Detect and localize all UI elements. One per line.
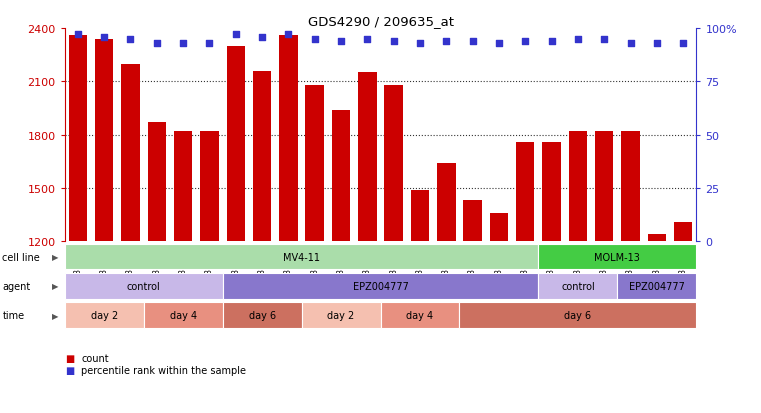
Bar	[463, 201, 482, 413]
Bar	[411, 190, 429, 413]
Bar	[674, 222, 693, 413]
Bar	[227, 47, 245, 413]
Point	[677, 40, 689, 47]
Point	[546, 38, 558, 45]
Bar	[648, 235, 666, 413]
Point	[519, 38, 531, 45]
Text: cell line: cell line	[2, 252, 40, 262]
Bar	[174, 132, 193, 413]
Bar	[539, 273, 617, 299]
Text: EPZ004777: EPZ004777	[629, 281, 685, 291]
Text: day 4: day 4	[406, 311, 434, 320]
Bar	[460, 303, 696, 328]
Text: control: control	[127, 281, 161, 291]
Bar	[253, 71, 271, 413]
Point	[625, 40, 637, 47]
Point	[177, 40, 189, 47]
Bar	[121, 64, 140, 413]
Bar	[539, 244, 696, 270]
Bar	[144, 303, 223, 328]
Text: count: count	[81, 354, 109, 363]
Text: ■: ■	[65, 354, 74, 363]
Point	[440, 38, 452, 45]
Text: percentile rank within the sample: percentile rank within the sample	[81, 365, 247, 375]
Bar	[568, 132, 587, 413]
Bar	[68, 36, 87, 413]
Bar	[380, 303, 460, 328]
Text: day 6: day 6	[249, 311, 275, 320]
Point	[203, 40, 215, 47]
Point	[230, 32, 242, 38]
Point	[651, 40, 663, 47]
Text: day 6: day 6	[565, 311, 591, 320]
Point	[414, 40, 426, 47]
Bar	[148, 123, 166, 413]
Text: day 2: day 2	[91, 311, 118, 320]
Bar	[301, 303, 380, 328]
Bar	[305, 85, 324, 413]
Bar	[65, 273, 223, 299]
Bar	[332, 110, 350, 413]
Text: MOLM-13: MOLM-13	[594, 252, 640, 262]
Point	[572, 36, 584, 43]
Text: day 4: day 4	[170, 311, 196, 320]
Text: EPZ004777: EPZ004777	[352, 281, 409, 291]
Point	[387, 38, 400, 45]
Bar	[358, 73, 377, 413]
Text: time: time	[2, 311, 24, 320]
Point	[361, 36, 374, 43]
Bar	[223, 303, 301, 328]
Point	[309, 36, 321, 43]
Text: ▶: ▶	[52, 252, 58, 261]
Text: ■: ■	[65, 365, 74, 375]
Bar	[595, 132, 613, 413]
Point	[124, 36, 136, 43]
Bar	[65, 244, 539, 270]
Point	[151, 40, 163, 47]
Point	[72, 32, 84, 38]
Bar	[95, 40, 113, 413]
Bar	[223, 273, 539, 299]
Text: MV4-11: MV4-11	[283, 252, 320, 262]
Bar	[516, 142, 534, 413]
Bar	[200, 132, 218, 413]
Bar	[65, 303, 144, 328]
Point	[282, 32, 295, 38]
Bar	[621, 132, 640, 413]
Text: ▶: ▶	[52, 311, 58, 320]
Bar	[490, 213, 508, 413]
Point	[256, 34, 268, 41]
Point	[98, 34, 110, 41]
Bar	[543, 142, 561, 413]
Point	[335, 38, 347, 45]
Text: control: control	[561, 281, 595, 291]
Point	[466, 38, 479, 45]
Bar	[437, 164, 456, 413]
Bar	[617, 273, 696, 299]
Bar	[384, 85, 403, 413]
Bar	[279, 36, 298, 413]
Point	[493, 40, 505, 47]
Title: GDS4290 / 209635_at: GDS4290 / 209635_at	[307, 15, 454, 28]
Text: day 2: day 2	[327, 311, 355, 320]
Point	[598, 36, 610, 43]
Text: ▶: ▶	[52, 282, 58, 291]
Text: agent: agent	[2, 281, 30, 291]
